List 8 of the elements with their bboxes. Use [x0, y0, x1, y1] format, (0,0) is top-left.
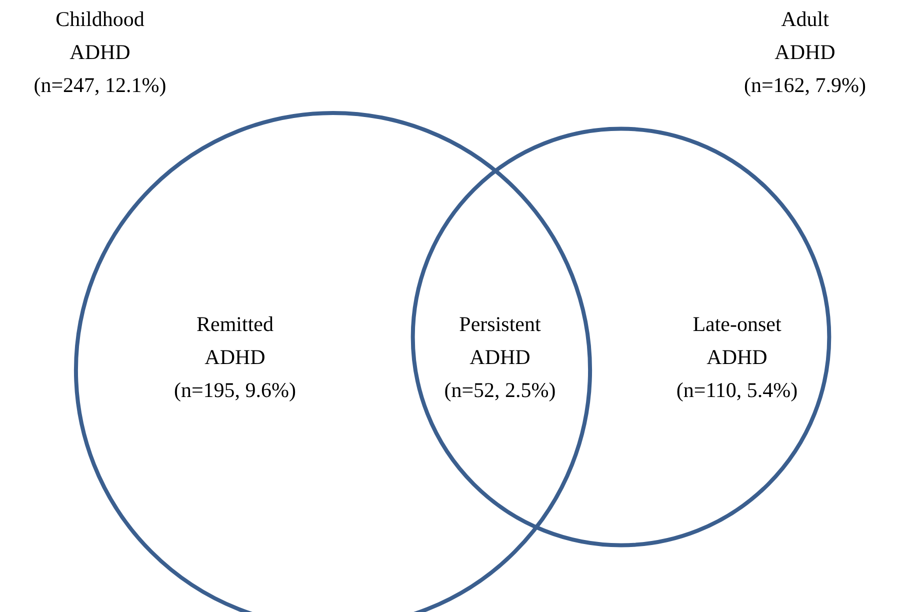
data-label: (n=52, 2.5%)	[444, 378, 556, 402]
text: Childhood ADHD (n=247, 12.1%)	[34, 7, 166, 97]
category-label: Remitted ADHD	[196, 312, 274, 369]
data-label: (n=195, 9.6%)	[174, 378, 296, 402]
category-label: Persistent ADHD	[459, 312, 541, 369]
data-label: (n=110, 5.4%)	[676, 378, 798, 402]
text: Adult ADHD (n=162, 7.9%)	[744, 7, 866, 97]
category-label: Late-onset ADHD	[692, 312, 782, 369]
